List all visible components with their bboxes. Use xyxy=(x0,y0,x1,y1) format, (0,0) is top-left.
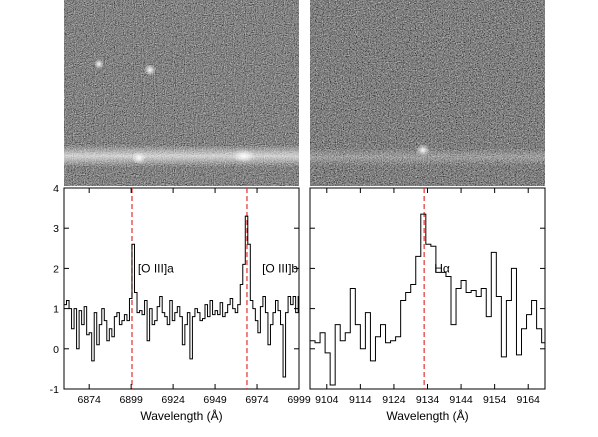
x-axis-label: Wavelength (Å) xyxy=(386,408,468,423)
x-tick-label: 6874 xyxy=(77,394,101,406)
x-tick-label: 6949 xyxy=(203,394,227,406)
y-tick-label: 4 xyxy=(53,183,59,195)
annotation-label: [O III]b xyxy=(262,261,298,275)
x-tick-label: 6899 xyxy=(119,394,143,406)
x-tick-label: 9144 xyxy=(449,394,473,406)
x-tick-label: 9154 xyxy=(483,394,507,406)
x-tick-label: 9104 xyxy=(315,394,339,406)
x-tick-label: 9114 xyxy=(349,394,372,406)
x-tick-label: 9164 xyxy=(517,394,541,406)
y-tick-label: 1 xyxy=(53,304,59,316)
x-tick-label: 9134 xyxy=(416,394,440,406)
y-tick-label: 0 xyxy=(53,344,59,356)
y-tick-label: -1 xyxy=(50,384,59,396)
spectrum-plot-right: 9104 9114 9124 9134 9144 9154 9164 Hα Wavelength… xyxy=(309,187,546,423)
spectrum-plot-left: 6874 6899 6924 6949 6974 6999 -1 0 1 2 3 4 [O III]a [… xyxy=(50,183,311,423)
spectrum-image-right xyxy=(310,0,545,186)
spectrum-image-left xyxy=(64,0,299,186)
y-tick-label: 3 xyxy=(53,223,59,235)
x-axis-label: Wavelength (Å) xyxy=(140,408,222,423)
annotation-label: Hα xyxy=(434,261,450,275)
y-tick-label: 2 xyxy=(53,263,59,275)
plot-frame xyxy=(309,187,546,390)
series-line xyxy=(64,215,299,378)
series-line xyxy=(310,213,545,386)
annotation-label: [O III]a xyxy=(138,261,174,275)
x-tick-label: 6974 xyxy=(245,394,269,406)
x-tick-label: 9124 xyxy=(382,394,406,406)
x-tick-label: 6999 xyxy=(287,394,311,406)
plot-frame xyxy=(63,187,300,390)
x-tick-label: 6924 xyxy=(161,394,185,406)
